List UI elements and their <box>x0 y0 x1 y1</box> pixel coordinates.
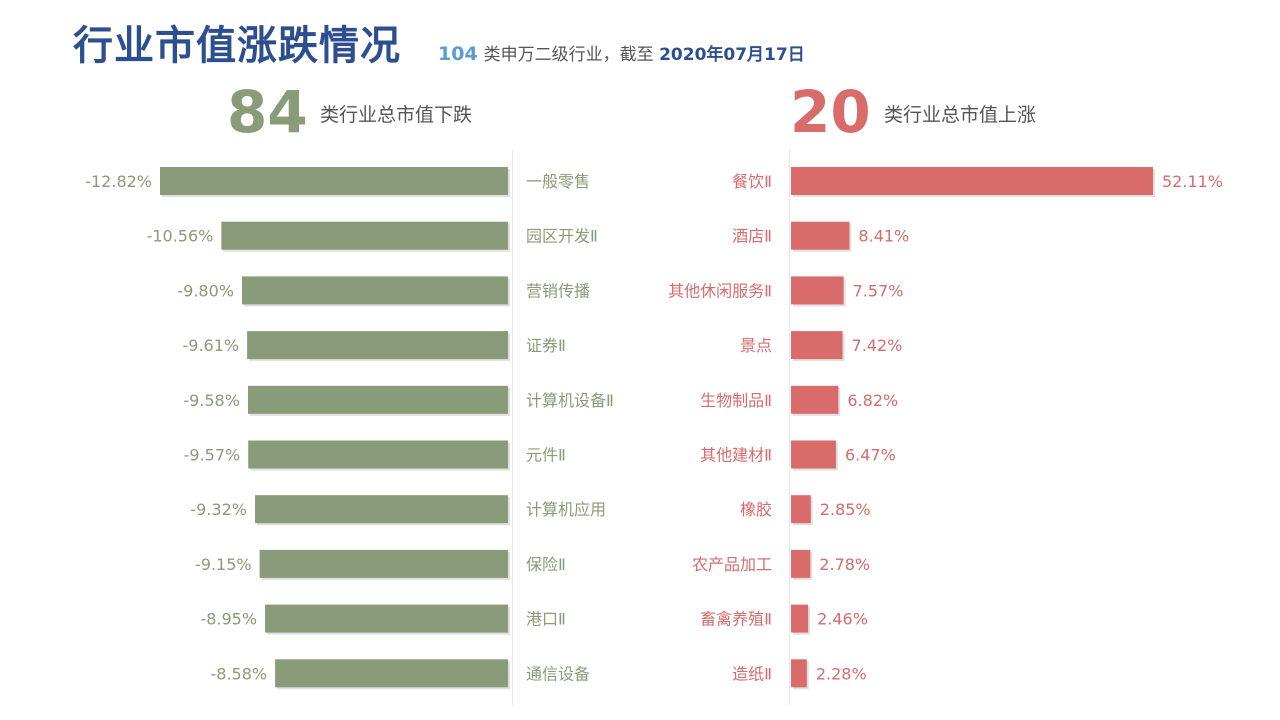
down-bar <box>265 604 508 633</box>
up-category-label: 生物制品Ⅱ <box>700 391 772 410</box>
up-bar <box>791 659 807 688</box>
up-count-label: 类行业总市值上涨 <box>884 104 1037 126</box>
up-value-label: 6.82% <box>847 391 898 410</box>
up-value-label: 2.85% <box>820 500 871 519</box>
down-value-label: -8.58% <box>210 664 267 683</box>
up-bar <box>791 331 843 360</box>
subtitle-date: 2020年07月17日 <box>659 45 805 65</box>
up-category-label: 造纸Ⅱ <box>732 664 772 683</box>
down-category-label: 计算机设备Ⅱ <box>526 391 614 410</box>
down-bar <box>248 440 508 469</box>
down-bar <box>255 495 508 524</box>
down-axis-line <box>512 150 513 705</box>
down-category-label: 营销传播 <box>526 281 590 300</box>
down-bar <box>275 659 508 688</box>
down-count: 84 <box>227 78 308 146</box>
down-value-label: -9.15% <box>195 555 252 574</box>
up-value-label: 6.47% <box>845 446 896 465</box>
up-bar <box>791 440 836 469</box>
up-bar <box>791 495 811 524</box>
page-subtitle: 104 类申万二级行业，截至 2020年07月17日 <box>438 42 805 67</box>
down-value-label: -9.57% <box>184 446 241 465</box>
down-value-label: -9.80% <box>177 281 234 300</box>
up-category-label: 畜禽养殖Ⅱ <box>700 610 772 629</box>
up-category-label: 餐饮Ⅱ <box>732 172 772 191</box>
down-value-label: -12.82% <box>85 172 152 191</box>
industry-count: 104 <box>438 43 478 65</box>
down-bar <box>241 276 509 305</box>
down-count-label: 类行业总市值下跌 <box>320 104 473 126</box>
up-category-label: 橡胶 <box>740 500 772 519</box>
down-value-label: -9.32% <box>190 500 247 519</box>
up-value-label: 2.28% <box>816 664 867 683</box>
up-value-label: 8.41% <box>858 227 909 246</box>
down-category-label: 元件Ⅱ <box>526 446 566 465</box>
up-category-label: 其他建材Ⅱ <box>700 446 772 465</box>
up-bar <box>791 385 839 414</box>
down-bar <box>259 549 508 578</box>
up-category-label: 其他休闲服务Ⅱ <box>668 281 772 300</box>
down-value-label: -10.56% <box>147 227 214 246</box>
down-bar <box>247 331 508 360</box>
up-bar <box>791 604 809 633</box>
down-bar <box>221 221 508 250</box>
page-title: 行业市值涨跌情况 <box>73 23 401 69</box>
up-bar <box>791 276 844 305</box>
up-axis-line <box>789 150 790 705</box>
up-count: 20 <box>790 78 871 146</box>
up-category-label: 农产品加工 <box>692 555 772 574</box>
up-value-label: 7.42% <box>852 336 903 355</box>
down-value-label: -8.95% <box>200 610 257 629</box>
up-category-label: 景点 <box>740 336 772 355</box>
down-category-label: 通信设备 <box>526 664 590 683</box>
up-bar <box>791 221 850 250</box>
down-category-label: 园区开发Ⅱ <box>526 227 598 246</box>
down-bar <box>247 385 508 414</box>
up-category-label: 酒店Ⅱ <box>732 227 772 246</box>
down-bar <box>160 167 508 195</box>
down-value-label: -9.58% <box>183 391 240 410</box>
down-category-label: 保险Ⅱ <box>526 555 566 574</box>
down-category-label: 计算机应用 <box>526 500 606 519</box>
down-value-label: -9.61% <box>183 336 240 355</box>
down-category-label: 一般零售 <box>526 172 590 191</box>
up-value-label: 52.11% <box>1162 172 1223 191</box>
down-category-label: 港口Ⅱ <box>526 610 566 629</box>
subtitle-text: 类申万二级行业，截至 <box>483 45 654 65</box>
up-bar <box>791 549 811 578</box>
up-value-label: 7.57% <box>853 281 904 300</box>
up-value-label: 2.78% <box>819 555 870 574</box>
down-category-label: 证券Ⅱ <box>526 336 566 355</box>
up-value-label: 2.46% <box>817 610 868 629</box>
up-bar <box>791 167 1153 195</box>
